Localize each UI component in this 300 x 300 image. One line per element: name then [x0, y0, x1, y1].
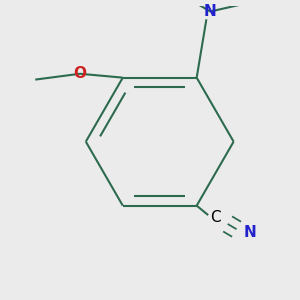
Text: N: N [204, 4, 217, 19]
Text: C: C [211, 209, 221, 224]
Text: O: O [74, 66, 86, 81]
Text: N: N [244, 225, 256, 240]
